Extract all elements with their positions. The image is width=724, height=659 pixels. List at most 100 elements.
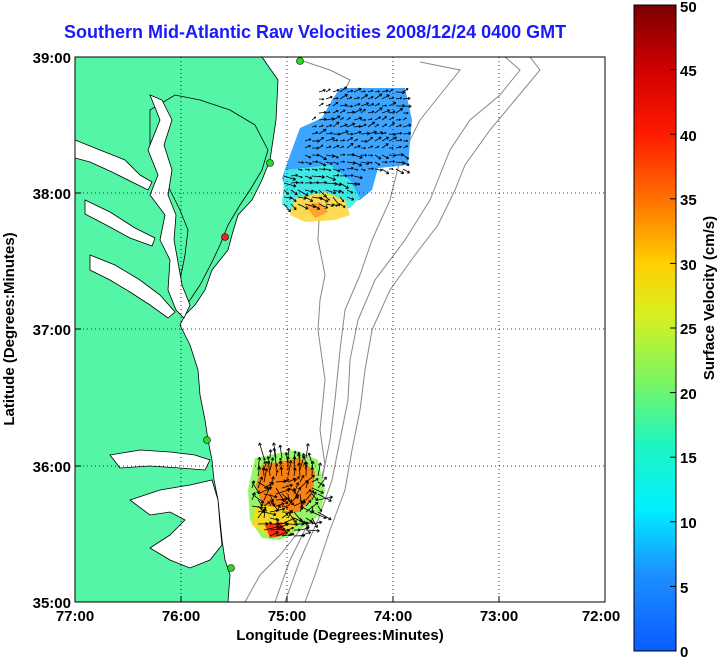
velocity-arrow xyxy=(381,104,387,107)
velocity-arrow xyxy=(395,96,403,100)
velocity-arrow xyxy=(325,88,331,93)
velocity-arrow xyxy=(374,161,381,166)
velocity-arrow xyxy=(402,168,411,174)
velocity-arrow xyxy=(388,122,395,128)
velocity-arrow xyxy=(332,168,341,173)
axis-ticks xyxy=(75,192,500,602)
velocity-arrow xyxy=(339,86,348,93)
velocity-arrow xyxy=(339,93,348,100)
y-tick-label: 35:00 xyxy=(33,595,71,612)
velocity-arrow xyxy=(287,533,295,537)
velocity-arrow xyxy=(374,90,380,93)
velocity-arrow xyxy=(263,486,271,501)
velocity-arrow xyxy=(388,89,393,93)
velocity-arrow xyxy=(402,111,409,115)
velocity-arrow xyxy=(346,142,354,149)
velocity-arrow xyxy=(287,494,299,507)
water-rappahannock xyxy=(84,199,156,247)
velocity-arrow xyxy=(374,136,382,142)
velocity-arrow xyxy=(257,466,262,477)
velocity-arrow xyxy=(297,175,303,179)
velocity-arrow xyxy=(339,109,346,114)
velocity-arrow xyxy=(311,168,318,172)
velocity-arrow xyxy=(272,447,277,465)
velocity-arrow xyxy=(325,145,332,149)
velocity-arrow xyxy=(332,115,341,121)
velocity-arrow xyxy=(304,154,312,159)
velocity-arrow xyxy=(290,173,298,177)
colorbar-tick-label: 15 xyxy=(680,450,697,467)
velocity-arrow xyxy=(381,109,391,114)
y-axis-label: Latitude (Degrees:Minutes) xyxy=(1,232,18,425)
velocity-arrow xyxy=(402,117,407,121)
velocity-arrow xyxy=(318,128,327,135)
velocity-arrow xyxy=(318,102,324,107)
velocity-arrow xyxy=(318,124,324,128)
velocity-arrow xyxy=(346,117,351,121)
velocity-arrow xyxy=(332,101,339,107)
velocity-arrow xyxy=(332,196,341,207)
velocity-arrow xyxy=(299,499,306,513)
velocity-arrow xyxy=(311,203,321,210)
colorbar-label: Surface Velocity (cm/s) xyxy=(701,216,718,380)
velocity-arrow xyxy=(353,108,363,114)
velocity-arrow xyxy=(287,460,293,477)
x-tick-label: 73:00 xyxy=(480,608,518,625)
velocity-arrow xyxy=(272,442,277,459)
velocity-arrow xyxy=(281,505,289,509)
x-tick-label: 76:00 xyxy=(162,608,200,625)
velocity-arrow xyxy=(346,132,354,136)
velocity-arrow xyxy=(332,173,340,177)
velocity-arrow xyxy=(402,131,412,136)
velocity-arrow xyxy=(374,154,382,160)
velocity-arrow xyxy=(268,449,273,459)
velocity-arrow xyxy=(279,466,284,477)
velocity-arrow xyxy=(395,168,405,174)
velocity-arrow xyxy=(381,94,390,100)
y-tick-label: 36:00 xyxy=(33,459,71,476)
velocity-arrow xyxy=(297,462,301,477)
velocity-arrow xyxy=(353,175,363,180)
velocity-arrow xyxy=(374,124,379,128)
velocity-arrow xyxy=(325,111,331,114)
velocity-arrow xyxy=(293,482,300,495)
velocity-arrow xyxy=(339,103,348,107)
velocity-arrow xyxy=(317,476,327,489)
x-axis-label: Longitude (Degrees:Minutes) xyxy=(236,627,444,644)
velocity-arrow xyxy=(402,154,410,160)
velocity-arrow xyxy=(305,502,319,513)
water-potomac xyxy=(75,139,153,191)
velocity-arrow xyxy=(269,531,279,537)
velocity-arrow xyxy=(367,96,374,100)
velocity-arrow xyxy=(269,476,275,489)
colorbar-tick-label: 40 xyxy=(680,128,697,145)
velocity-arrow xyxy=(367,130,377,135)
velocity-arrow xyxy=(388,110,396,114)
velocity-arrow xyxy=(318,117,327,121)
velocity-arrow xyxy=(311,125,317,128)
velocity-arrow xyxy=(266,460,271,477)
velocity-arrow xyxy=(293,501,304,507)
velocity-arrow xyxy=(367,154,374,157)
velocity-arrow xyxy=(346,122,356,128)
velocity-arrow xyxy=(257,476,264,489)
velocity-arrow xyxy=(360,146,366,150)
velocity-arrow xyxy=(339,123,348,128)
y-tick-label: 37:00 xyxy=(33,322,71,339)
colorbar-tick-label: 30 xyxy=(680,257,697,274)
velocity-arrow xyxy=(290,180,299,185)
grid-lines xyxy=(75,57,605,602)
velocity-arrow xyxy=(360,94,368,100)
velocity-arrow xyxy=(360,139,368,143)
velocity-arrow xyxy=(293,476,300,483)
velocity-arrow xyxy=(381,160,388,164)
velocity-arrow xyxy=(367,145,374,149)
velocity-arrow xyxy=(307,452,313,465)
velocity-arrow xyxy=(367,89,374,93)
velocity-arrow xyxy=(332,88,340,93)
velocity-arrow xyxy=(325,168,332,172)
velocity-arrow xyxy=(353,182,361,186)
velocity-arrow xyxy=(278,444,283,459)
velocity-arrow xyxy=(299,455,306,471)
velocity-arrow xyxy=(281,483,293,489)
